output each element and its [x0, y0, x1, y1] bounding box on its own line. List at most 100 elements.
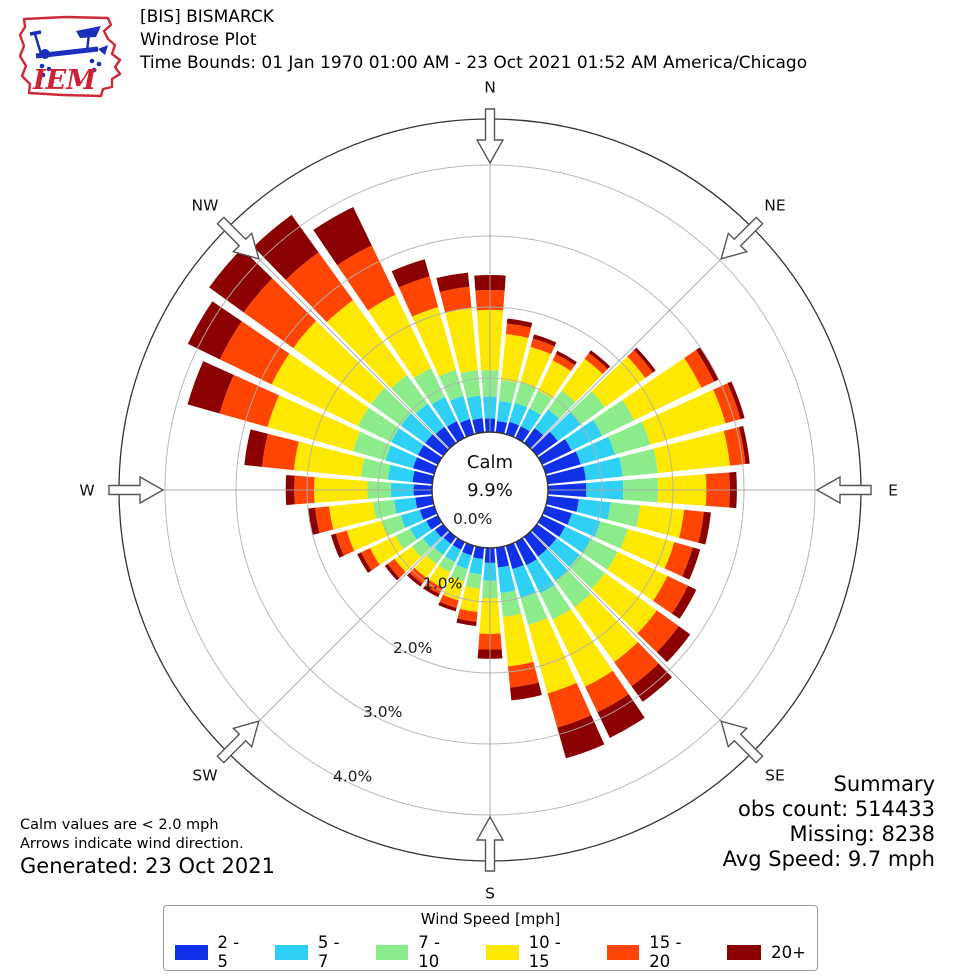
windrose-bar-segment: [656, 626, 691, 663]
windrose-bar-segment: [262, 433, 299, 471]
windrose-bar-segment: [439, 594, 459, 609]
iowa-outline-icon: [18, 15, 122, 98]
windrose-bar-segment: [499, 379, 518, 404]
compass-label: E: [888, 482, 898, 500]
windrose-bar-segment: [457, 608, 478, 622]
legend-label: 10 - 15: [528, 933, 561, 971]
windrose-bar-segment: [591, 572, 657, 634]
compass-label: NW: [192, 197, 219, 215]
windrose-bar-segment: [529, 390, 553, 415]
windrose-bar-segment: [520, 346, 552, 388]
windrose-bar-segment: [574, 593, 638, 663]
legend-label: 7 - 10: [418, 933, 440, 971]
footnotes: Calm values are < 2.0 mph Arrows indicat…: [20, 816, 275, 877]
windrose-bar-segment: [653, 575, 688, 614]
windrose-bar-segment: [538, 360, 571, 399]
windrose-bar-segment: [394, 546, 421, 573]
windrose-bar-segment: [695, 347, 719, 382]
windrose-bar-segment: [727, 381, 745, 420]
windrose-bar-segment: [438, 556, 456, 573]
legend-items: 2 - 5 5 - 7 7 - 10 10 - 15 15 - 20 20+: [164, 933, 817, 971]
wind-direction-arrows: [108, 108, 872, 872]
windrose-bar-segment: [738, 425, 750, 465]
windrose-bar-segment: [253, 214, 319, 280]
legend-label: 5 - 7: [317, 933, 340, 971]
windrose-bar-segment: [597, 694, 645, 738]
legend-item: 15 - 20: [606, 933, 706, 971]
windrose-bar-segment: [387, 558, 406, 578]
windrose-bar-segment: [469, 557, 483, 575]
windrose-bar-segment: [713, 383, 741, 424]
windrose-bar-segment: [330, 533, 344, 558]
calm-label: Calm: [467, 452, 513, 473]
windrose-bar-segment: [367, 294, 432, 378]
windrose-bar-segment: [548, 390, 576, 419]
ring-label: 4.0%: [333, 768, 372, 786]
windrose-bar-segment: [313, 206, 372, 266]
windrose-bar-segment: [622, 358, 702, 421]
windrose-bar-segment: [698, 511, 711, 545]
windrose-bar-segment: [329, 501, 376, 530]
windrose-bar-segment: [575, 436, 615, 465]
windrose-bar-segment: [555, 350, 577, 366]
windrose-bar-segment: [422, 529, 442, 548]
windrose-bar-segment: [526, 559, 555, 594]
grid-spoke: [227, 518, 462, 753]
windrose-bar-segment: [372, 499, 397, 519]
grid-spoke: [227, 227, 462, 462]
windrose-bar-segment: [243, 278, 317, 349]
windrose-bar-segment: [557, 715, 605, 759]
windrose-bar-segment: [594, 521, 628, 549]
summary-block: Summary obs count: 514433 Missing: 8238 …: [723, 772, 935, 872]
wind-arrow-icon: [815, 475, 872, 505]
legend-item: 5 - 7: [275, 933, 353, 971]
windrose-bar-segment: [607, 502, 641, 528]
windrose-bar-segment: [584, 353, 608, 375]
windrose-bar-segment: [394, 497, 418, 514]
legend-title: Wind Speed [mph]: [420, 910, 561, 928]
windrose-bar-segment: [442, 576, 465, 601]
compass-labels: N NE E SE S SW W NW: [79, 79, 898, 903]
compass-label: S: [485, 885, 495, 903]
windrose-bar-segment: [423, 585, 440, 598]
windrose-bar-segment: [385, 445, 417, 469]
windrose-bar-segment: [387, 464, 415, 483]
windrose-bar-segment: [723, 427, 746, 466]
legend-swatch-icon: [486, 944, 519, 960]
windrose-bar-segment: [285, 252, 354, 323]
windrose-bar-segment: [506, 318, 533, 328]
windrose-bar-segment: [219, 374, 280, 428]
compass-label: SE: [765, 767, 785, 785]
legend-swatch-icon: [606, 944, 640, 960]
wind-arrow-icon: [216, 216, 260, 260]
windrose-bars: [187, 206, 750, 759]
compass-label: N: [484, 79, 496, 97]
iem-logo: IEM: [18, 15, 122, 98]
windrose-bar-segment: [271, 353, 369, 427]
windrose-bar-segment: [567, 513, 601, 538]
windrose-bar-segment: [400, 509, 424, 529]
compass-label: SW: [192, 767, 217, 785]
windrose-bar-segment: [384, 563, 400, 581]
windrose-bar-segment: [357, 407, 400, 443]
windrose-bar-segment: [637, 610, 679, 653]
grid-spoke: [518, 227, 753, 462]
windrose-bar-segment: [684, 350, 715, 388]
obs-count: obs count: 514433: [738, 797, 935, 821]
windrose-bar-segment: [608, 421, 651, 455]
windrose-bar-segment: [497, 565, 516, 593]
windrose-bar-segment: [520, 592, 548, 626]
windrose-bar-segment: [335, 530, 355, 556]
windrose-bar-segment: [465, 572, 482, 589]
windrose-bar-segment: [570, 391, 606, 425]
windrose-bar-segment: [439, 286, 472, 313]
legend-item: 20+: [727, 943, 806, 962]
windrose-bar-segment: [510, 682, 542, 701]
ring-label: 2.0%: [393, 639, 432, 657]
windrose-bar-segment: [361, 548, 380, 571]
windrose-bar-segment: [244, 429, 268, 467]
windrose-bar-segment: [395, 528, 417, 549]
windrose-bar-segment: [561, 358, 603, 403]
windrose-bar-segment: [466, 395, 483, 420]
windrose-bar-segment: [520, 408, 541, 432]
